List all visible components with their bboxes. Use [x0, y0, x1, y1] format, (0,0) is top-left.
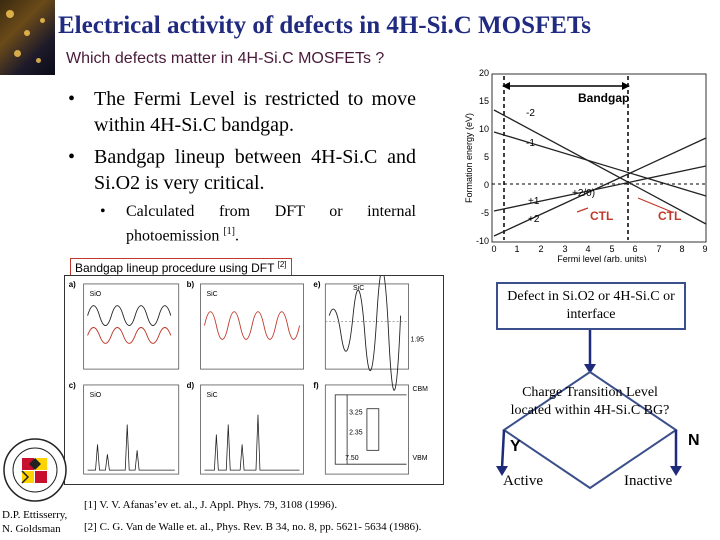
x-tick-label: 2 [538, 244, 543, 254]
x-tick-label: 9 [702, 244, 707, 254]
y-tick-label: 15 [479, 96, 489, 106]
panel-text: 1.95 [410, 336, 424, 343]
decision-text: Charge Transition Level located within 4… [510, 385, 670, 418]
bullet-dot: • [68, 88, 76, 110]
charge-line-plus1 [493, 165, 707, 212]
references: [1] V. V. Afanas’ev et. al., J. Appl. Ph… [84, 494, 421, 538]
plot-frame [491, 73, 707, 243]
x-tick-label: 0 [491, 244, 496, 254]
charge-line-minus1 [493, 131, 707, 197]
x-axis-label: Fermi level (arb. units) [557, 254, 647, 262]
charge-label: +2 [528, 214, 540, 225]
panel-letter: c) [69, 381, 76, 390]
y-tick-label: 5 [484, 152, 489, 162]
sub-bullet-text: Calculated from DFT or internal photoemi… [126, 203, 416, 245]
bullet-item: • Bandgap lineup between 4H-Si.C and Si.… [66, 144, 416, 196]
x-tick-label: 7 [656, 244, 661, 254]
yes-label: Y [510, 438, 521, 455]
panel-text: 2.35 [349, 429, 363, 436]
charge-label: +1 [528, 196, 540, 207]
bullet-dot: • [100, 203, 106, 220]
slide-title: Electrical activity of defects in 4H-Si.… [58, 12, 592, 39]
charge-line-minus2 [493, 109, 707, 225]
x-tick-label: 6 [632, 244, 637, 254]
x-tick-label: 4 [585, 244, 590, 254]
panel-text: SiO [90, 392, 102, 399]
bandgap-label: Bandgap [578, 91, 629, 105]
university-seal-logo [3, 438, 67, 502]
panel-letter: d) [187, 381, 195, 390]
charge-line-plus2 [493, 137, 707, 237]
panel-text: VBM [412, 455, 427, 462]
panel-letter: a) [69, 280, 76, 289]
bandgap-lineup-text: Bandgap lineup procedure using DFT [75, 261, 275, 275]
y-axis-label: Formation energy (eV) [464, 113, 474, 203]
charge-label: -1 [526, 138, 535, 149]
author-line: D.P. Ettisserry, [2, 509, 68, 521]
panel-letter: e) [313, 280, 320, 289]
panel-text: SiC [206, 392, 217, 399]
y-tick-label: 10 [479, 124, 489, 134]
x-tick-label: 8 [679, 244, 684, 254]
bullet-dot: • [68, 146, 76, 168]
ctl-label-left: CTL [590, 209, 613, 223]
y-tick-label: -5 [481, 208, 489, 218]
formation-energy-graph: Bandgap -2 -1 +1 +2 +2/0) CTL CTL 20 15 … [462, 66, 714, 262]
sub-bullet-end: . [235, 227, 240, 245]
no-label: N [688, 432, 700, 449]
x-tick-label: 1 [514, 244, 519, 254]
reference-marker: [1] [223, 226, 236, 237]
charge-label: -2 [526, 108, 535, 119]
dft-lineup-figure: a) b) e) c) d) f) SiO SiC SiO SiC SiC CB… [64, 275, 444, 485]
bullet-text: The Fermi Level is restricted to move wi… [94, 88, 416, 136]
sub-bullet-item: • Calculated from DFT or internal photoe… [66, 202, 416, 246]
panel-text: 3.25 [349, 410, 363, 417]
authors: D.P. Ettisserry, N. Goldsman [2, 508, 67, 536]
panel-text: SiO [90, 291, 102, 298]
y-tick-label: -10 [476, 236, 489, 246]
flowchart-diagram [496, 330, 682, 490]
x-tick-label: 3 [562, 244, 567, 254]
reference-item: [2] C. G. Van de Walle et. al., Phys. Re… [84, 521, 422, 533]
panel-text: 7.50 [345, 455, 359, 462]
reference-marker: [2] [277, 260, 287, 269]
y-tick-label: 0 [484, 180, 489, 190]
slide-subtitle: Which defects matter in 4H-Si.C MOSFETs … [66, 50, 385, 67]
bullet-text: Bandgap lineup between 4H-Si.C and Si.O2… [94, 146, 416, 194]
defect-box: Defect in Si.O2 or 4H-Si.C or interface [496, 282, 686, 330]
bullet-list: • The Fermi Level is restricted to move … [66, 86, 416, 246]
panel-text: CBM [412, 386, 428, 393]
decision-diamond [502, 370, 678, 490]
header-photo [0, 0, 55, 75]
author-line: N. Goldsman [2, 523, 61, 535]
bullet-item: • The Fermi Level is restricted to move … [66, 86, 416, 138]
transition-label: +2/0) [572, 188, 595, 199]
x-tick-label: 5 [609, 244, 614, 254]
active-label: Active [503, 473, 543, 489]
reference-item: [1] V. V. Afanas’ev et. al., J. Appl. Ph… [84, 499, 338, 511]
inactive-label: Inactive [624, 473, 673, 489]
panel-letter: f) [313, 381, 319, 390]
y-tick-label: 20 [479, 68, 489, 78]
panel-text: SiC [206, 291, 217, 298]
ctl-label-right: CTL [658, 209, 681, 223]
yes-arrow [500, 429, 506, 469]
panel-text: SiC [353, 285, 364, 292]
panel-letter: b) [187, 280, 195, 289]
